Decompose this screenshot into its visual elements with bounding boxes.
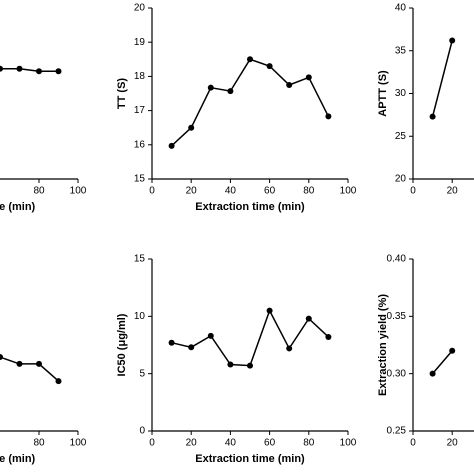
y-tick-label: 25 <box>395 131 407 142</box>
x-axis-label: Extraction time (min) <box>195 201 305 213</box>
x-tick-label: 80 <box>303 186 315 197</box>
x-tick-label: 40 <box>225 438 237 449</box>
data-point <box>36 360 42 367</box>
data-point <box>449 347 456 354</box>
data-point <box>305 315 312 322</box>
x-tick-label: 0 <box>149 438 155 449</box>
data-line <box>0 67 59 73</box>
y-tick-label: 16 <box>134 139 146 150</box>
data-point <box>227 361 234 368</box>
x-tick-label: 0 <box>410 438 416 449</box>
x-tick-label: 20 <box>186 186 198 197</box>
x-tick-label: 40 <box>225 186 237 197</box>
data-line <box>171 308 329 367</box>
y-tick-label: 19 <box>134 37 146 48</box>
data-line <box>0 356 59 382</box>
y-tick-label: 0.30 <box>387 368 407 379</box>
x-tick-label: 80 <box>303 438 315 449</box>
data-point <box>188 124 195 131</box>
data-point <box>227 88 234 95</box>
y-axis-label: TT (S) <box>116 78 128 109</box>
y-tick-label: 0.35 <box>387 311 407 322</box>
y-tick-label: 15 <box>134 254 146 265</box>
y-tick-label: 10 <box>134 311 146 322</box>
data-point <box>55 68 62 75</box>
x-tick-label: 100 <box>340 186 357 197</box>
y-axis-label: Extraction yield (%) <box>377 294 389 396</box>
data-point <box>0 65 3 72</box>
data-point <box>16 65 23 72</box>
y-axis-label: IC50 (μg/ml) <box>116 313 128 376</box>
data-point <box>325 333 332 340</box>
y-tick-label: 0.40 <box>387 254 407 265</box>
data-point <box>449 37 456 44</box>
x-tick-label: 60 <box>264 186 276 197</box>
data-point <box>286 81 293 88</box>
y-tick-label: 35 <box>395 45 407 56</box>
data-point <box>188 344 195 351</box>
x-tick-label: 20 <box>447 186 459 197</box>
data-line <box>432 350 453 375</box>
data-point <box>207 84 214 91</box>
data-line <box>431 40 453 117</box>
data-point <box>207 332 214 339</box>
data-point <box>36 68 42 75</box>
y-tick-label: 0 <box>139 426 145 437</box>
x-tick-label: 20 <box>186 438 198 449</box>
data-point <box>55 378 62 385</box>
data-point <box>286 345 293 352</box>
y-tick-label: 18 <box>134 71 146 82</box>
x-tick-label: 20 <box>447 438 459 449</box>
x-axis-label: Extraction time (min) <box>195 453 305 465</box>
y-tick-label: 5 <box>139 368 145 379</box>
data-point <box>16 360 23 367</box>
data-point <box>168 339 175 346</box>
data-point <box>266 63 273 70</box>
data-point <box>247 56 253 63</box>
data-point <box>168 142 175 149</box>
x-tick-label: 80 <box>33 438 45 449</box>
y-tick-label: 15 <box>134 174 146 185</box>
x-tick-label: 0 <box>149 186 155 197</box>
x-axis-label: Extraction time (min) <box>0 453 36 465</box>
x-tick-label: 100 <box>340 438 357 449</box>
data-point <box>325 113 332 120</box>
data-point <box>266 307 273 314</box>
x-axis-label: Extraction time (min) <box>0 201 36 213</box>
x-tick-label: 0 <box>410 186 416 197</box>
x-tick-label: 80 <box>33 186 45 197</box>
data-point <box>305 74 312 81</box>
data-line <box>171 58 330 147</box>
y-tick-label: 30 <box>395 88 407 99</box>
y-tick-label: 0.25 <box>387 426 407 437</box>
x-tick-label: 100 <box>70 438 87 449</box>
data-point <box>0 354 3 361</box>
y-tick-label: 40 <box>395 3 407 14</box>
x-tick-label: 60 <box>264 438 276 449</box>
data-point <box>429 370 436 377</box>
y-tick-label: 17 <box>134 105 146 116</box>
data-point <box>247 362 253 369</box>
y-tick-label: 20 <box>134 3 146 14</box>
x-tick-label: 100 <box>70 186 87 197</box>
data-point <box>429 113 436 120</box>
y-axis-label: APTT (S) <box>377 70 389 117</box>
y-tick-label: 20 <box>395 174 407 185</box>
